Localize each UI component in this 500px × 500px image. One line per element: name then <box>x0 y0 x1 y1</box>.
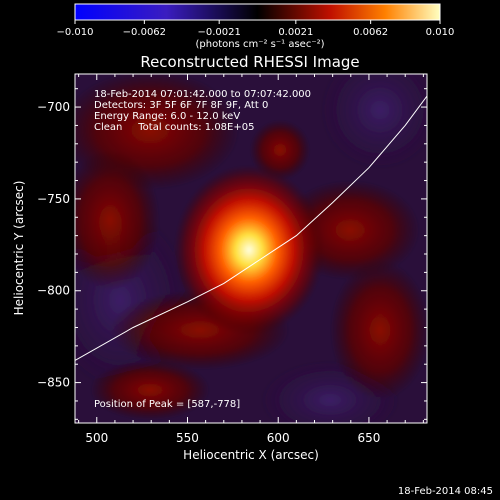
heatmap-region <box>75 150 160 290</box>
colorbar-gradient <box>75 4 440 20</box>
x-tick-label: 600 <box>267 431 290 445</box>
annotation-line: Detectors: 3F 5F 6F 7F 8F 9F, Att 0 <box>94 100 268 111</box>
colorbar: −0.010 −0.0062 −0.0021 0.0021 0.0062 0.010 (p… <box>56 3 454 50</box>
colorbar-tick-label: −0.0062 <box>123 27 166 38</box>
y-axis-label: Heliocentric Y (arcsec) <box>12 181 26 316</box>
heatmap-structure <box>75 74 427 423</box>
heatmap-region <box>320 74 427 170</box>
peak-position-label: Position of Peak = [587,-778] <box>94 399 240 410</box>
colorbar-tick-label: 0.0021 <box>278 27 313 38</box>
colorbar-tick-label: 0.0062 <box>353 27 388 38</box>
heatmap-region <box>90 360 210 420</box>
x-tick-label: 500 <box>85 431 108 445</box>
annotation-block: 18-Feb-2014 07:01:42.000 to 07:07:42.000… <box>94 89 311 133</box>
colorbar-tick-label: 0.010 <box>426 27 455 38</box>
colorbar-ticks: −0.010 −0.0062 −0.0021 0.0021 0.0062 0.010 <box>56 20 454 38</box>
heatmap-region <box>250 120 310 180</box>
annotation-line: Energy Range: 6.0 - 12.0 keV <box>94 111 240 122</box>
x-axis-label: Heliocentric X (arcsec) <box>183 448 319 462</box>
annotation-line: 18-Feb-2014 07:01:42.000 to 07:07:42.000 <box>94 89 311 100</box>
timestamp: 18-Feb-2014 08:45 <box>398 486 493 497</box>
y-tick-label: −750 <box>37 192 70 206</box>
y-tick-label: −700 <box>37 100 70 114</box>
colorbar-units-label: (photons cm⁻² s⁻¹ asec⁻²) <box>195 39 324 50</box>
chart-title: Reconstructed RHESSI Image <box>140 53 359 71</box>
x-tick-label: 550 <box>176 431 199 445</box>
colorbar-tick-label: −0.0021 <box>197 27 240 38</box>
y-tick-label: −850 <box>37 376 70 390</box>
flare-source <box>174 165 324 335</box>
heatmap-region <box>330 260 427 400</box>
x-axis-ticks: 500 550 600 650 <box>78 74 424 445</box>
heatmap-image <box>75 74 427 423</box>
plot-frame <box>74 73 428 424</box>
solar-limb-line <box>75 95 427 361</box>
annotation-line: Clean Total counts: 1.08E+05 <box>94 122 254 133</box>
x-tick-label: 650 <box>357 431 380 445</box>
colorbar-tick-label: −0.010 <box>56 27 93 38</box>
y-tick-label: −800 <box>37 284 70 298</box>
colorbar-frame <box>74 3 441 21</box>
y-axis-ticks: −700 −750 −800 −850 <box>37 88 427 420</box>
